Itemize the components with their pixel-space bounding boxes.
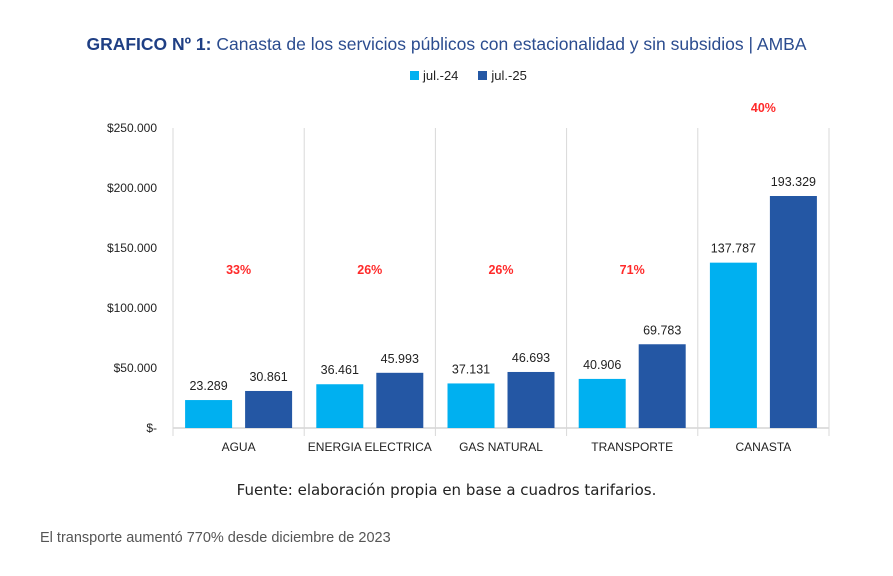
data-label: 30.861: [249, 370, 287, 384]
data-label: 69.783: [643, 323, 681, 337]
data-label: 46.693: [512, 351, 550, 365]
bar-jul25: [245, 390, 293, 428]
legend-label-jul24: jul.-24: [423, 67, 459, 83]
chart-title: GRAFICO Nº 1: Canasta de los servicios p…: [0, 34, 893, 55]
legend: jul.-24 jul.-25: [410, 66, 547, 84]
x-tick-label: GAS NATURAL: [459, 440, 543, 454]
x-tick-label: TRANSPORTE: [591, 440, 673, 454]
bar-jul25: [376, 372, 424, 428]
change-label: 40%: [751, 101, 776, 115]
y-tick-label: $50.000: [114, 361, 158, 375]
x-tick-label: CANASTA: [736, 440, 792, 454]
bar-jul24: [185, 400, 233, 428]
y-tick-label: $250.000: [107, 121, 157, 135]
chart-title-text: Canasta de los servicios públicos con es…: [211, 34, 807, 54]
y-tick-label: $200.000: [107, 181, 157, 195]
x-tick-label: ENERGIA ELECTRICA: [308, 440, 432, 454]
change-label: 26%: [357, 263, 382, 277]
legend-swatch-jul24: [410, 70, 419, 80]
y-tick-label: $150.000: [107, 241, 157, 255]
change-label: 71%: [620, 263, 645, 277]
bar-jul24: [578, 378, 626, 428]
legend-swatch-jul25: [478, 70, 488, 80]
legend-item-jul25: jul.-25: [478, 67, 527, 83]
bar-jul25: [507, 371, 555, 428]
source-note: Fuente: elaboración propia en base a cua…: [236, 481, 657, 499]
legend-label-jul25: jul.-25: [491, 67, 527, 83]
bar-chart: $- $50.000 $100.000 $150.000 $200.000 $250.00…: [107, 101, 830, 454]
data-label: 40.906: [583, 358, 621, 372]
bar-jul24: [316, 384, 364, 428]
bar-jul25: [769, 196, 817, 428]
data-label: 37.131: [452, 362, 490, 376]
bar-jul25: [638, 344, 686, 428]
data-label: 193.329: [771, 175, 816, 189]
data-label: 45.993: [381, 352, 419, 366]
change-label: 26%: [488, 263, 513, 277]
legend-item-jul24: jul.-24: [410, 68, 458, 83]
caption-text: El transporte aumentó 770% desde diciemb…: [40, 530, 391, 546]
chart-title-prefix: GRAFICO Nº 1:: [86, 34, 212, 54]
y-tick-label: $100.000: [107, 301, 157, 315]
data-label: 137.787: [711, 242, 756, 256]
bar-jul24: [709, 262, 757, 428]
x-tick-label: AGUA: [222, 440, 256, 454]
data-label: 36.461: [321, 363, 359, 377]
bar-jul24: [447, 383, 495, 428]
data-label: 23.289: [189, 379, 227, 393]
change-label: 33%: [226, 263, 251, 277]
y-tick-label: $-: [146, 421, 157, 435]
